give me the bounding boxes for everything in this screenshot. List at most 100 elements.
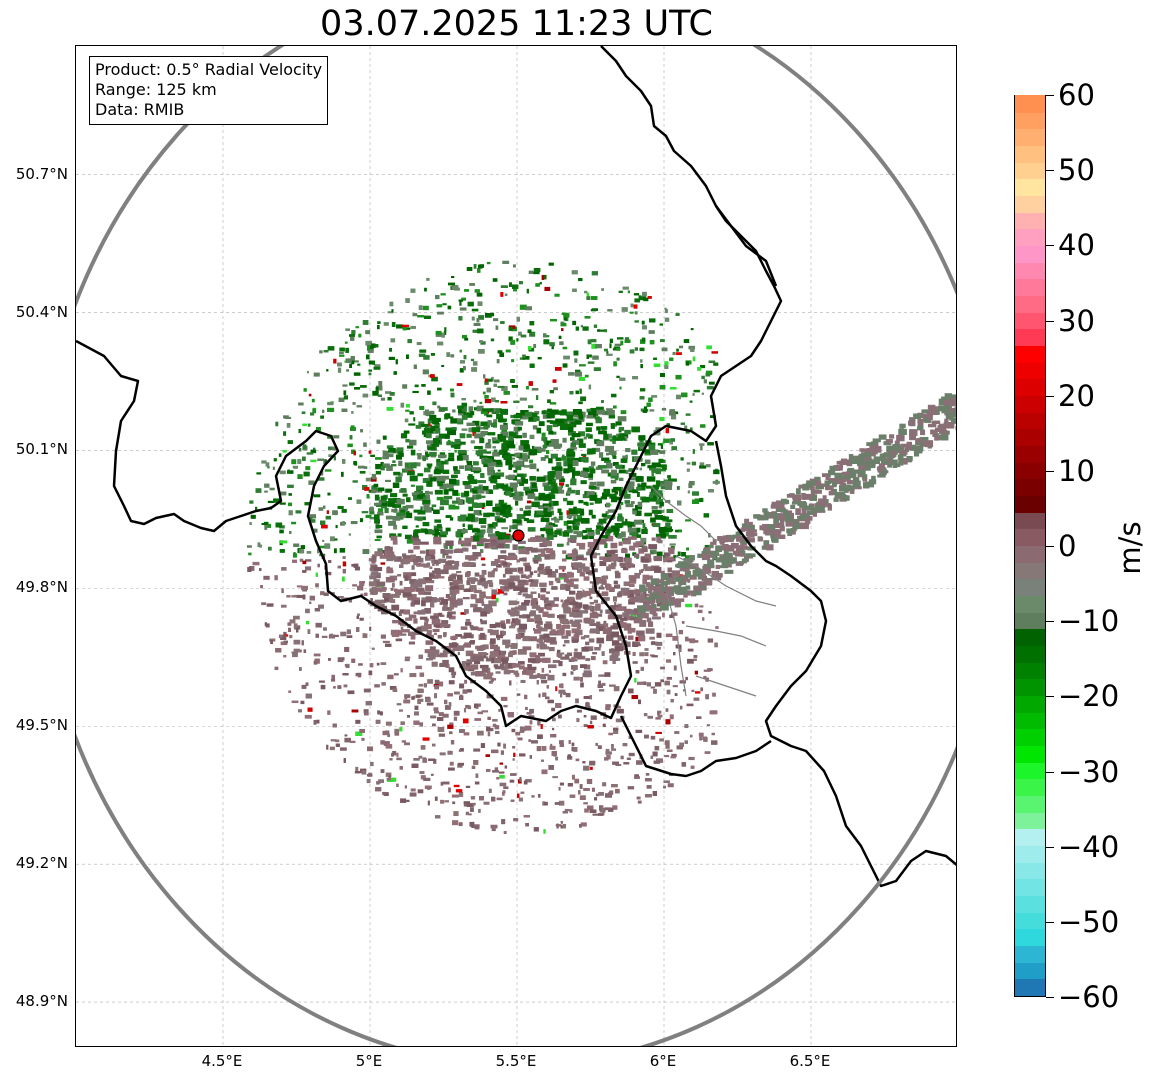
colorbar-segment: [1015, 128, 1045, 146]
colorbar-tick-label: 20: [1058, 378, 1095, 413]
colorbar-segment: [1015, 178, 1045, 196]
colorbar-segment: [1015, 612, 1045, 630]
colorbar-tick-mark: [1046, 245, 1054, 247]
colorbar-tick-mark: [1046, 395, 1054, 397]
colorbar-segment: [1015, 395, 1045, 413]
colorbar-segment: [1015, 745, 1045, 763]
lon-tick-label: 6.5°E: [789, 1052, 831, 1070]
colorbar-segment: [1015, 678, 1045, 696]
colorbar-segment: [1015, 478, 1045, 496]
velocity-echoes: [246, 260, 956, 834]
colorbar-segment: [1015, 762, 1045, 780]
colorbar-segment: [1015, 328, 1045, 346]
colorbar-tick-label: −20: [1058, 679, 1120, 714]
colorbar-segment: [1015, 445, 1045, 463]
colorbar-segment: [1015, 778, 1045, 796]
colorbar-segment: [1015, 928, 1045, 946]
colorbar-segment: [1015, 228, 1045, 246]
colorbar-segment: [1015, 528, 1045, 546]
lat-tick-label: 50.4°N: [15, 302, 68, 321]
colorbar-tick-mark: [1046, 696, 1054, 698]
colorbar-tick-mark: [1046, 997, 1054, 998]
colorbar-tick-label: −30: [1058, 754, 1120, 789]
colorbar-segment: [1015, 978, 1045, 996]
info-product: Product: 0.5° Radial Velocity: [95, 60, 323, 79]
colorbar-segment: [1015, 795, 1045, 813]
colorbar-segment: [1015, 428, 1045, 446]
colorbar-tick-label: 40: [1058, 228, 1095, 263]
colorbar-tick-mark: [1046, 846, 1054, 848]
country-border-2: [714, 440, 956, 888]
colorbar-segment: [1015, 945, 1045, 963]
colorbar-tick-label: −50: [1058, 904, 1120, 939]
colorbar-segment: [1015, 278, 1045, 296]
admin-boundary: [685, 625, 767, 647]
colorbar-tick-label: 10: [1058, 453, 1095, 488]
colorbar-segment: [1015, 895, 1045, 913]
colorbar-segment: [1015, 962, 1045, 980]
colorbar-segment: [1015, 295, 1045, 313]
colorbar-segment: [1015, 345, 1045, 363]
colorbar-segment: [1015, 828, 1045, 846]
colorbar-segment: [1015, 245, 1045, 263]
colorbar-unit-label: m/s: [1113, 521, 1147, 575]
colorbar-tick-label: 50: [1058, 153, 1095, 188]
colorbar-tick-mark: [1046, 470, 1054, 472]
country-border-1: [76, 46, 783, 728]
lat-tick-label: 49.5°N: [15, 716, 68, 735]
country-border-4: [715, 205, 778, 287]
colorbar-tick-label: −10: [1058, 604, 1120, 639]
colorbar-tick-mark: [1046, 921, 1054, 923]
colorbar-segment: [1015, 145, 1045, 163]
lat-tick-label: 49.8°N: [15, 578, 68, 597]
colorbar-segment: [1015, 628, 1045, 646]
colorbar-segment: [1015, 695, 1045, 713]
colorbar-segment: [1015, 112, 1045, 130]
colorbar-tick-mark: [1046, 95, 1054, 96]
colorbar-segment: [1015, 162, 1045, 180]
admin-boundary: [650, 485, 717, 542]
colorbar-segment: [1015, 462, 1045, 480]
colorbar-segment: [1015, 712, 1045, 730]
colorbar-segment: [1015, 845, 1045, 863]
colorbar-segment: [1015, 862, 1045, 880]
colorbar-segment: [1015, 412, 1045, 430]
colorbar-tick-mark: [1046, 621, 1054, 623]
colorbar-segment: [1015, 662, 1045, 680]
info-data-source: Data: RMIB: [95, 100, 185, 119]
colorbar-tick-mark: [1046, 771, 1054, 773]
colorbar-segment: [1015, 95, 1045, 113]
colorbar-segment: [1015, 212, 1045, 230]
colorbar-segment: [1015, 578, 1045, 596]
colorbar-segment: [1015, 595, 1045, 613]
colorbar-segment: [1015, 378, 1045, 396]
lat-tick-label: 50.7°N: [15, 164, 68, 183]
colorbar-tick-mark: [1046, 546, 1054, 547]
colorbar-segment: [1015, 512, 1045, 530]
colorbar-segment: [1015, 262, 1045, 280]
radar-map: [75, 45, 957, 1047]
country-border-3: [619, 715, 772, 778]
colorbar-segment: [1015, 495, 1045, 513]
colorbar-segment: [1015, 645, 1045, 663]
lon-tick-label: 5.5°E: [495, 1052, 537, 1070]
colorbar-tick-label: 30: [1058, 303, 1095, 338]
colorbar-segment: [1015, 912, 1045, 930]
colorbar-segment: [1015, 195, 1045, 213]
colorbar-tick-label: 60: [1058, 78, 1095, 112]
colorbar: [1014, 95, 1046, 997]
colorbar-segment: [1015, 878, 1045, 896]
lat-tick-label: 48.9°N: [15, 992, 68, 1011]
admin-boundary: [665, 590, 687, 697]
lon-tick-label: 4.5°E: [201, 1052, 243, 1070]
admin-boundary: [695, 675, 757, 697]
colorbar-segment: [1015, 362, 1045, 380]
info-box: Product: 0.5° Radial Velocity Range: 125…: [89, 56, 329, 125]
lon-tick-label: 5°E: [355, 1052, 383, 1070]
colorbar-segment: [1015, 312, 1045, 330]
colorbar-tick-label: 0: [1058, 529, 1077, 563]
colorbar-tick-mark: [1046, 320, 1054, 322]
info-range: Range: 125 km: [95, 80, 217, 99]
map-title: 03.07.2025 11:23 UTC: [320, 4, 713, 44]
lon-tick-label: 6°E: [649, 1052, 677, 1070]
